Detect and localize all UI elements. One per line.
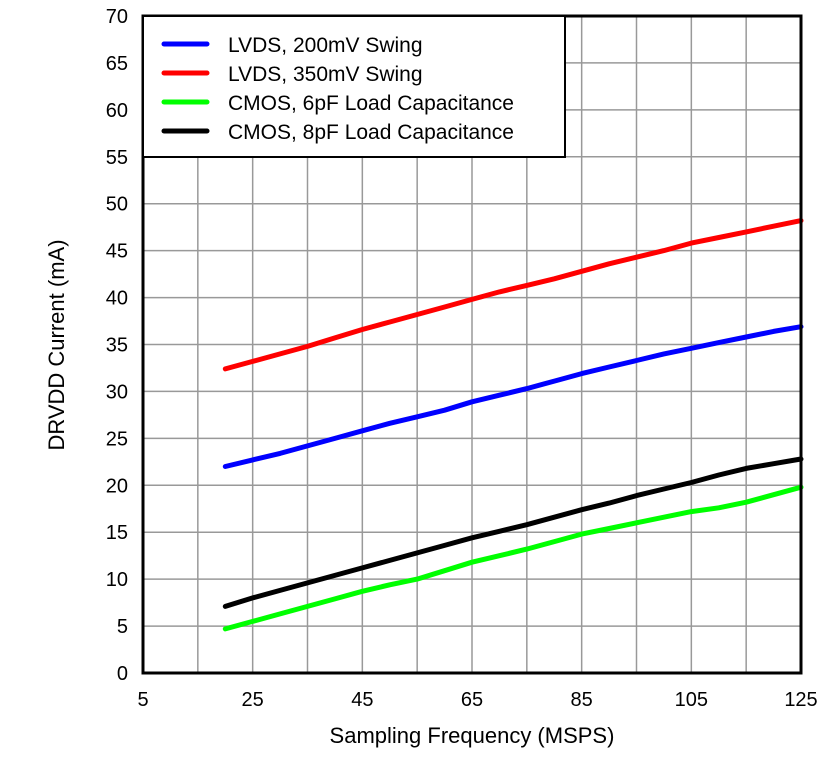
legend-label-1: LVDS, 350mV Swing <box>228 63 423 86</box>
y-tick-label: 40 <box>106 288 128 310</box>
legend-label-2: CMOS, 6pF Load Capacitance <box>228 92 514 115</box>
x-tick-labels: 5 25 45 65 85 105 125 <box>137 689 817 711</box>
legend-label-3: CMOS, 8pF Load Capacitance <box>228 121 514 144</box>
y-tick-label: 60 <box>106 100 128 122</box>
x-tick-label: 65 <box>461 689 483 711</box>
y-tick-label: 50 <box>106 194 128 216</box>
y-tick-label: 20 <box>106 475 128 497</box>
legend-label-0: LVDS, 200mV Swing <box>228 34 423 57</box>
series-line-1 <box>222 218 804 372</box>
x-tick-label: 25 <box>242 689 264 711</box>
x-tick-label: 5 <box>137 689 148 711</box>
y-tick-label: 5 <box>117 616 128 638</box>
y-tick-label: 10 <box>106 569 128 591</box>
y-tick-label: 25 <box>106 428 128 450</box>
series-line-2 <box>222 484 804 632</box>
series-group <box>222 218 804 632</box>
y-tick-label: 0 <box>117 663 128 685</box>
legend: LVDS, 200mV Swing LVDS, 350mV Swing CMOS, … <box>142 15 566 158</box>
y-tick-label: 15 <box>106 522 128 544</box>
y-tick-label: 65 <box>106 53 128 75</box>
y-tick-label: 45 <box>106 241 128 263</box>
y-tick-label: 30 <box>106 381 128 403</box>
x-tick-label: 45 <box>351 689 373 711</box>
y-tick-label: 70 <box>106 6 128 28</box>
y-tick-labels: 0 5 10 15 20 25 30 35 40 45 50 55 60 65 70 <box>106 6 128 685</box>
y-axis-label: DRVDD Current (mA) <box>44 239 69 450</box>
y-tick-label: 55 <box>106 147 128 169</box>
series-line-0 <box>222 324 804 469</box>
legend-box <box>142 15 566 158</box>
x-axis-label: Sampling Frequency (MSPS) <box>330 723 615 748</box>
x-tick-label: 105 <box>675 689 708 711</box>
y-tick-label: 35 <box>106 335 128 357</box>
x-tick-label: 85 <box>571 689 593 711</box>
series-line-3 <box>222 456 804 609</box>
x-tick-label: 125 <box>784 689 817 711</box>
